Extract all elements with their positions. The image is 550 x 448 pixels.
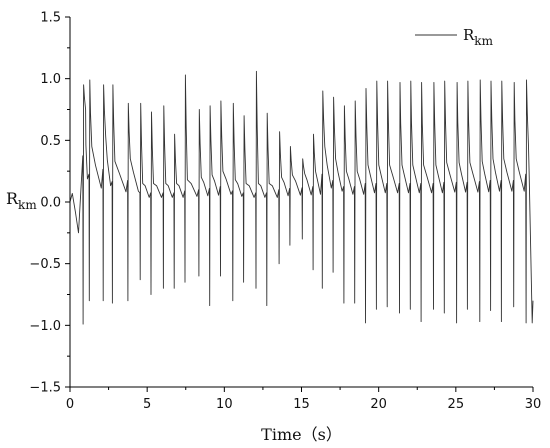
y-tick-label: −1.5 bbox=[29, 381, 61, 396]
y-tick-label: −0.5 bbox=[29, 257, 61, 272]
y-axis-title: Rkm bbox=[6, 189, 37, 212]
y-tick-label: −1.0 bbox=[29, 319, 61, 334]
y-tick-label: 1.0 bbox=[40, 72, 61, 87]
y-tick-label: 0.5 bbox=[40, 134, 61, 149]
x-tick-label: 10 bbox=[216, 397, 233, 412]
x-axis-title: Time（s） bbox=[261, 425, 342, 444]
legend-label: Rkm bbox=[463, 26, 494, 48]
y-ticks: −1.5 −1.0 −0.5 0.0 0.5 1.0 1.5 bbox=[29, 11, 70, 396]
y-axis-title-main: R bbox=[6, 189, 19, 208]
legend: Rkm bbox=[415, 26, 494, 48]
x-tick-label: 5 bbox=[143, 397, 151, 412]
y-tick-label: 0.0 bbox=[40, 196, 61, 211]
x-tick-label: 20 bbox=[370, 397, 387, 412]
y-axis-title-sub: km bbox=[18, 198, 37, 212]
plot-series bbox=[69, 70, 534, 325]
x-tick-label: 30 bbox=[525, 397, 542, 412]
x-tick-label: 0 bbox=[66, 397, 74, 412]
legend-label-main: R bbox=[463, 26, 475, 44]
x-tick-label: 15 bbox=[293, 397, 310, 412]
x-ticks: 0 5 10 15 20 25 30 bbox=[66, 387, 541, 412]
legend-label-sub: km bbox=[474, 34, 493, 48]
series-line bbox=[69, 70, 534, 325]
y-tick-label: 1.5 bbox=[40, 11, 61, 26]
x-tick-label: 25 bbox=[448, 397, 465, 412]
